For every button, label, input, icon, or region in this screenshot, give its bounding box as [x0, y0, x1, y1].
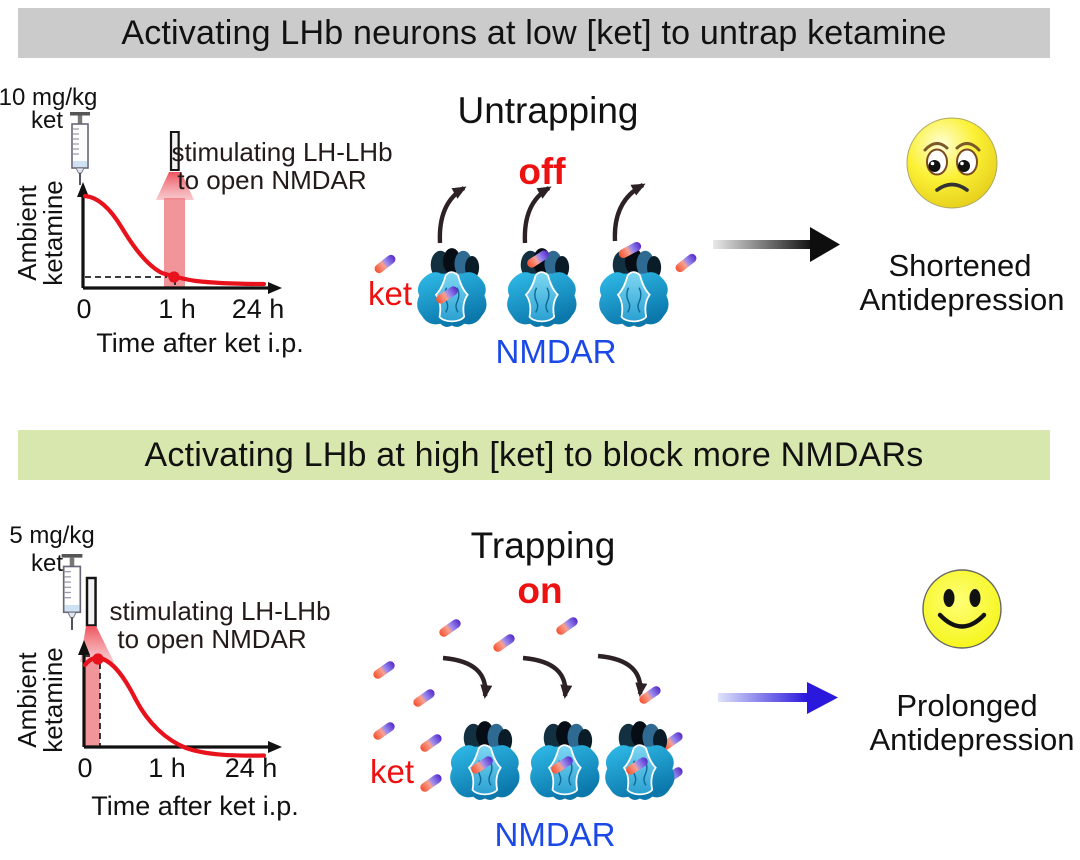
ket-label: ket [370, 753, 414, 790]
untrap-arrow [612, 183, 646, 242]
ketamine-pill [673, 252, 699, 274]
panel-low-header: Activating LHb neurons at low [ket] to u… [18, 8, 1050, 58]
x-axis-arrowhead [268, 282, 282, 294]
process-title: Untrapping [457, 90, 638, 131]
stim-band [85, 656, 100, 747]
outcome-text-line2: Antidepression [869, 722, 1074, 757]
outcome-high: Prolonged Antidepression [718, 569, 1075, 757]
untrapping-illustration: Untrapping off ket NMDAR [368, 90, 699, 370]
ketamine-decay-curve [82, 193, 267, 287]
nmdar-label: NMDAR [495, 816, 616, 853]
ketamine-pill [437, 617, 463, 639]
y-axis-label-line2: ketamine [38, 180, 68, 286]
x-tick-24h: 24 h [232, 294, 285, 324]
ketamine-pill [554, 615, 580, 637]
dose-label-line1: 10 mg/kg [0, 84, 97, 111]
x-axis-label: Time after ket i.p. [96, 328, 304, 358]
trap-arrow [442, 655, 493, 699]
ketamine-pill [491, 632, 517, 654]
stim-time-dot [92, 653, 104, 665]
x-tick-1h: 1 h [158, 294, 196, 324]
syringe-icon [69, 111, 91, 186]
ketamine-pill [411, 687, 437, 709]
stim-label-line2: to open NMDAR [117, 624, 306, 654]
dose-label-line2: ket [31, 550, 63, 577]
light-cone [156, 172, 194, 200]
ketamine-decay-graph-low: 10 mg/kg ket stimulating LH-LHb to open … [0, 84, 393, 358]
outcome-text-line1: Shortened [888, 248, 1031, 283]
x-tick-0: 0 [77, 753, 92, 783]
ketamine-pill [371, 659, 397, 681]
outcome-text-line2: Antidepression [859, 282, 1064, 317]
ket-label: ket [368, 275, 412, 312]
y-axis-label-line1: Ambient [12, 185, 42, 281]
y-axis-arrowhead [78, 640, 90, 655]
y-axis-label-line1: Ambient [12, 652, 42, 748]
x-axis-label: Time after ket i.p. [91, 791, 299, 821]
syringe-icon [60, 553, 84, 631]
ketamine-decay-curve [82, 655, 267, 758]
optic-fiber-icon [85, 576, 97, 627]
process-state: on [517, 570, 562, 611]
trap-arrow [597, 653, 648, 697]
dose-label-line1: 5 mg/kg [9, 522, 94, 549]
process-state: off [518, 151, 566, 192]
stim-label-line2: to open NMDAR [177, 165, 366, 195]
process-title: Trapping [471, 525, 616, 566]
x-tick-24h: 24 h [225, 753, 278, 783]
nmdar-receptor [598, 247, 670, 328]
stim-label-line1: stimulating LH-LHb [171, 137, 392, 167]
sad-face-icon [906, 117, 998, 209]
untrap-arrow [522, 186, 552, 244]
panel-low-header-text: Activating LHb neurons at low [ket] to u… [121, 13, 947, 52]
stim-band [164, 198, 185, 288]
stim-time-dot [168, 271, 180, 283]
y-axis-label-line2: ketamine [38, 647, 68, 753]
x-axis-arrowhead [268, 741, 282, 753]
trapping-illustration: Trapping on ket NMDAR [370, 525, 685, 853]
outcome-text-line1: Prolonged [896, 688, 1037, 723]
happy-face-icon [922, 569, 1002, 649]
ketamine-pill [418, 772, 444, 794]
trap-arrows [442, 653, 648, 699]
ketamine-pill [371, 720, 397, 742]
untrap-arrow [437, 186, 467, 244]
stim-label-line1: stimulating LH-LHb [109, 596, 330, 626]
ketamine-pill [372, 253, 398, 275]
panel-high-header-text: Activating LHb at high [ket] to block mo… [144, 435, 924, 474]
outcome-low: Shortened Antidepression [713, 117, 1065, 317]
trap-arrow [522, 655, 573, 699]
y-axis-arrowhead [77, 182, 89, 197]
untrap-arrows [437, 183, 646, 244]
ketamine-decay-graph-high: 5 mg/kg ket stimulating LH-LHb to open N… [9, 522, 330, 821]
panel-high-header: Activating LHb at high [ket] to block mo… [18, 430, 1050, 480]
ketamine-pill [418, 732, 444, 754]
nmdar-label: NMDAR [496, 333, 617, 370]
x-tick-0: 0 [76, 294, 91, 324]
dose-label-line2: ket [31, 107, 63, 134]
result-arrow-gray [713, 227, 840, 262]
x-tick-1h: 1 h [148, 753, 186, 783]
result-arrow-blue [718, 682, 838, 714]
